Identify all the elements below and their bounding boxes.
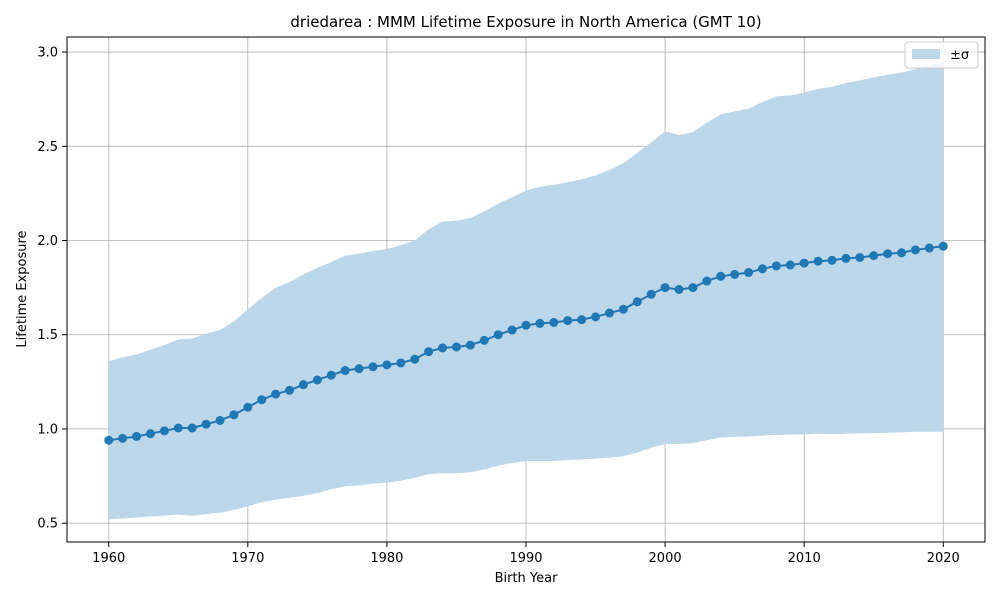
y-tick-label: 1.0 (37, 422, 58, 437)
data-point (410, 354, 420, 364)
data-point (132, 431, 142, 441)
x-tick-label: 1990 (509, 551, 542, 566)
legend-frame (904, 41, 979, 69)
sigma-band (108, 61, 944, 520)
data-point (535, 318, 545, 328)
data-point (632, 297, 642, 307)
data-point (229, 410, 239, 420)
data-point (604, 308, 614, 318)
x-tick-label: 2020 (927, 551, 960, 566)
data-point (813, 256, 823, 266)
data-point (215, 415, 225, 425)
data-point (924, 243, 934, 253)
data-point (688, 283, 698, 293)
data-point (521, 320, 531, 330)
data-point (618, 304, 628, 314)
data-point (312, 375, 322, 385)
y-tick-label: 2.5 (37, 140, 58, 155)
series-markers (104, 241, 948, 445)
data-point (340, 366, 350, 376)
data-point (577, 315, 587, 325)
data-point (855, 252, 865, 262)
data-point (549, 317, 559, 327)
data-point (827, 255, 837, 265)
legend: ±σ (904, 41, 979, 69)
data-point (785, 260, 795, 270)
sigma-band-layer (108, 61, 944, 520)
data-point (563, 316, 573, 326)
data-point (799, 258, 809, 268)
y-tick-label: 3.0 (37, 46, 58, 61)
data-point (493, 330, 503, 340)
x-tick-label: 1960 (92, 551, 125, 566)
data-point (507, 325, 517, 335)
y-axis-label: Lifetime Exposure (15, 230, 30, 347)
data-point (271, 389, 281, 399)
y-tick-label: 1.5 (37, 328, 58, 343)
data-point (326, 370, 336, 380)
x-tick-label: 1970 (231, 551, 264, 566)
data-point (674, 285, 684, 294)
data-point (201, 419, 211, 429)
data-point (451, 342, 461, 352)
data-point (298, 380, 308, 390)
data-point (771, 261, 781, 271)
data-point (285, 385, 295, 395)
data-point (730, 269, 740, 279)
x-axis-ticks: 1960 1970 1980 1990 2000 2010 2020 (92, 542, 960, 566)
data-point (368, 362, 378, 372)
x-axis-label: Birth Year (495, 571, 559, 586)
data-point (591, 312, 601, 322)
data-point (104, 435, 114, 445)
data-point (897, 248, 907, 258)
data-point (354, 364, 364, 374)
data-point (465, 340, 475, 350)
data-point (424, 347, 434, 357)
data-point (145, 429, 155, 439)
data-point (910, 245, 920, 255)
data-point (660, 283, 670, 293)
data-point (396, 358, 406, 368)
data-point (187, 423, 197, 433)
data-point (438, 343, 448, 353)
data-point (716, 271, 726, 281)
data-point (702, 276, 712, 286)
data-point (479, 335, 489, 345)
data-point (118, 433, 128, 443)
data-point (646, 289, 656, 299)
chart-title: driedarea : MMM Lifetime Exposure in Nor… (290, 13, 761, 31)
data-point (257, 395, 267, 405)
data-point (382, 360, 392, 370)
data-point (243, 402, 253, 412)
data-point (869, 251, 879, 261)
data-point (841, 253, 851, 263)
legend-label-sigma: ±σ (950, 48, 969, 63)
y-axis-ticks: 0.5 1.0 1.5 2.0 2.5 3.0 (37, 46, 67, 532)
data-point (757, 264, 767, 274)
legend-swatch-sigma (912, 49, 940, 59)
data-point (744, 268, 754, 278)
data-point (173, 423, 183, 433)
data-point (159, 426, 169, 436)
x-tick-label: 2000 (649, 551, 682, 566)
x-tick-label: 1980 (370, 551, 403, 566)
y-tick-label: 0.5 (37, 517, 58, 532)
y-tick-label: 2.0 (37, 234, 58, 249)
data-point (938, 241, 948, 251)
x-tick-label: 2010 (788, 551, 821, 566)
data-point (883, 249, 893, 259)
